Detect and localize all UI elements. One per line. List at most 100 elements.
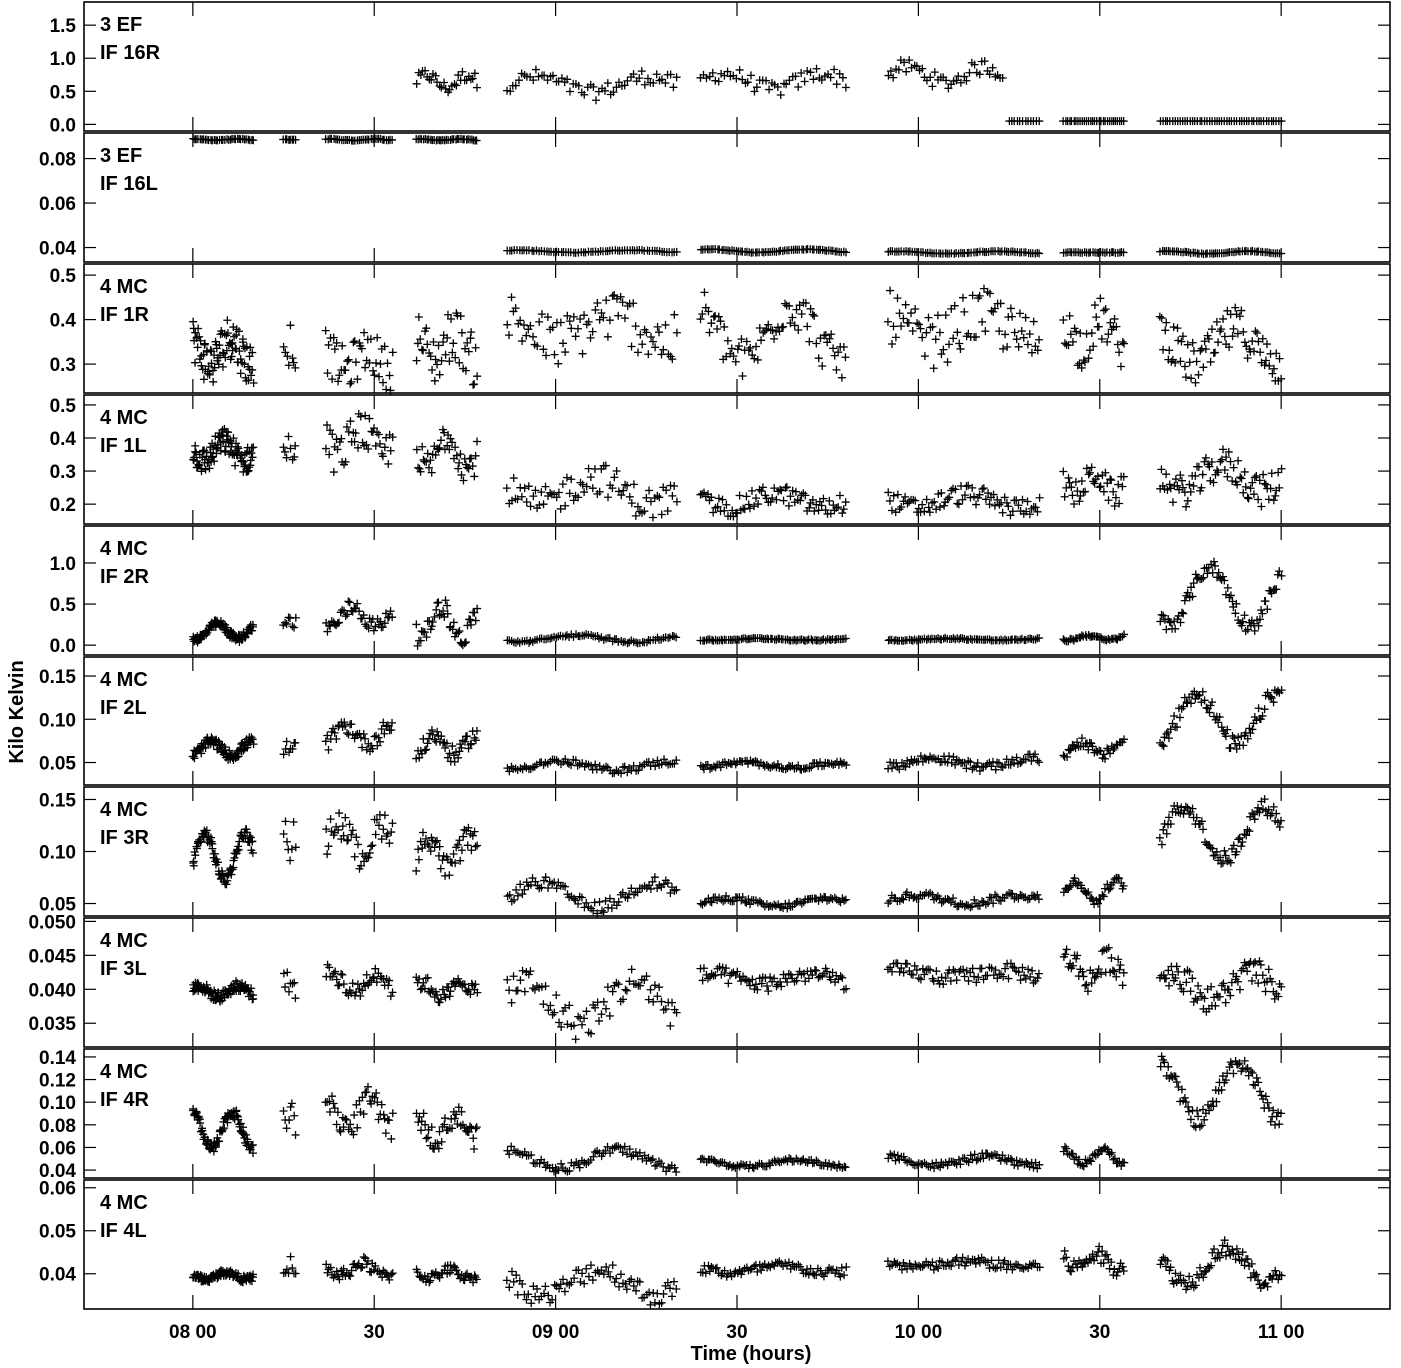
data-point xyxy=(580,311,589,320)
data-point xyxy=(1191,471,1200,480)
panel-frame xyxy=(83,1,1391,132)
data-point xyxy=(617,491,626,500)
data-point xyxy=(643,74,652,83)
data-point xyxy=(467,846,476,855)
data-point xyxy=(286,1252,295,1261)
data-point xyxy=(732,74,741,83)
data-point xyxy=(513,891,522,900)
data-point xyxy=(460,639,469,648)
data-point xyxy=(248,620,257,629)
data-point xyxy=(913,319,922,328)
data-point xyxy=(672,497,681,506)
y-tick-label: 0.3 xyxy=(50,355,76,376)
data-point xyxy=(342,423,351,432)
data-point xyxy=(707,319,716,328)
data-point xyxy=(931,335,940,344)
data-point xyxy=(455,627,464,636)
data-point xyxy=(1035,633,1044,642)
data-point xyxy=(768,326,777,335)
data-point xyxy=(1008,247,1017,256)
data-point xyxy=(388,819,397,828)
data-point xyxy=(591,305,600,314)
data-point xyxy=(1162,625,1171,634)
data-point xyxy=(1255,615,1264,624)
data-point xyxy=(672,73,681,82)
data-point xyxy=(1257,502,1266,511)
data-point xyxy=(644,350,653,359)
data-point xyxy=(514,319,523,328)
data-point xyxy=(1235,985,1244,994)
data-point xyxy=(704,307,713,316)
data-point xyxy=(423,973,432,982)
data-point xyxy=(334,377,343,386)
data-point xyxy=(1177,608,1186,617)
data-point xyxy=(661,320,670,329)
data-point xyxy=(1258,334,1267,343)
data-point xyxy=(382,385,391,394)
data-point xyxy=(322,825,331,834)
data-point xyxy=(1277,374,1286,383)
data-point xyxy=(602,296,611,305)
data-point xyxy=(447,314,456,323)
data-point xyxy=(1164,813,1173,822)
y-tick-label: 0.050 xyxy=(28,912,76,933)
data-point xyxy=(1211,561,1220,570)
data-point xyxy=(968,291,977,300)
data-point xyxy=(646,497,655,506)
data-point xyxy=(608,484,617,493)
data-point xyxy=(1099,487,1108,496)
data-point xyxy=(249,378,258,387)
data-point xyxy=(578,480,587,489)
data-point xyxy=(1012,335,1021,344)
data-point xyxy=(1219,314,1228,323)
data-point xyxy=(751,980,760,989)
data-point xyxy=(918,333,927,342)
data-point xyxy=(605,1011,614,1020)
data-point xyxy=(1087,463,1096,472)
data-point xyxy=(952,976,961,985)
data-point xyxy=(526,321,535,330)
data-point xyxy=(565,489,574,498)
data-point xyxy=(507,998,516,1007)
data-point xyxy=(448,438,457,447)
data-point xyxy=(332,735,341,744)
data-point xyxy=(470,472,479,481)
data-point xyxy=(668,491,677,500)
data-point xyxy=(602,1004,611,1013)
data-point xyxy=(1176,357,1185,366)
data-point xyxy=(1021,974,1030,983)
data-point xyxy=(385,839,394,848)
data-point xyxy=(610,473,619,482)
data-point xyxy=(430,376,439,385)
data-point xyxy=(1035,249,1044,258)
data-points xyxy=(189,284,1286,395)
data-point xyxy=(1024,965,1033,974)
data-point xyxy=(1106,318,1115,327)
data-point xyxy=(435,82,444,91)
data-point xyxy=(507,293,516,302)
data-point xyxy=(655,493,664,502)
data-point xyxy=(214,360,223,369)
data-point xyxy=(838,73,847,82)
data-point xyxy=(540,71,549,80)
data-point xyxy=(791,72,800,81)
data-point xyxy=(454,628,463,637)
data-point xyxy=(1096,294,1105,303)
data-point xyxy=(1250,626,1259,635)
data-point xyxy=(565,87,574,96)
data-point xyxy=(227,340,236,349)
panel-station-label: 4 MC xyxy=(100,1061,148,1083)
data-point xyxy=(821,330,830,339)
data-point xyxy=(911,496,920,505)
data-point xyxy=(928,322,937,331)
data-point xyxy=(631,511,640,520)
data-point xyxy=(385,1116,394,1125)
data-point xyxy=(249,136,258,145)
data-point xyxy=(504,331,513,340)
data-point xyxy=(574,81,583,90)
data-point xyxy=(1223,472,1232,481)
data-point xyxy=(326,426,335,435)
data-point xyxy=(1162,470,1171,479)
data-point xyxy=(716,317,725,326)
